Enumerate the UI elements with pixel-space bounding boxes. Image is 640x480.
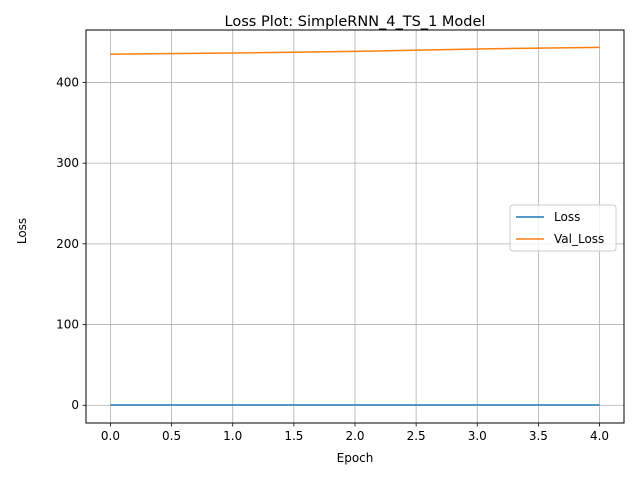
legend: Loss Val_Loss bbox=[509, 204, 617, 252]
x-tick-label: 0.0 bbox=[101, 429, 120, 443]
chart-title: Loss Plot: SimpleRNN_4_TS_1 Model bbox=[225, 14, 486, 30]
x-tick-label: 0.5 bbox=[162, 429, 181, 443]
x-tick-label: 4.0 bbox=[590, 429, 609, 443]
x-tick-label: 3.5 bbox=[529, 429, 548, 443]
y-tick-label: 100 bbox=[56, 318, 79, 332]
y-axis-label: Loss bbox=[15, 218, 29, 244]
x-axis-label: Epoch bbox=[337, 451, 374, 465]
x-tick-label: 1.5 bbox=[284, 429, 303, 443]
y-tick-label: 200 bbox=[56, 237, 79, 251]
x-tick-label: 1.0 bbox=[223, 429, 242, 443]
x-tick-label: 2.5 bbox=[407, 429, 426, 443]
x-axis-ticks: 0.0 0.5 1.0 1.5 2.0 2.5 3.0 3.5 4.0 bbox=[101, 423, 609, 443]
y-tick-label: 300 bbox=[56, 156, 79, 170]
x-tick-label: 2.0 bbox=[345, 429, 364, 443]
x-tick-label: 3.0 bbox=[468, 429, 487, 443]
series-lines bbox=[110, 46, 600, 406]
legend-label-loss: Loss bbox=[554, 210, 580, 224]
series-line-val-loss bbox=[110, 46, 600, 55]
y-tick-label: 400 bbox=[56, 75, 79, 89]
y-tick-label: 0 bbox=[71, 398, 79, 412]
y-axis-ticks: 0 100 200 300 400 bbox=[56, 75, 86, 412]
legend-label-val-loss: Val_Loss bbox=[554, 232, 604, 246]
